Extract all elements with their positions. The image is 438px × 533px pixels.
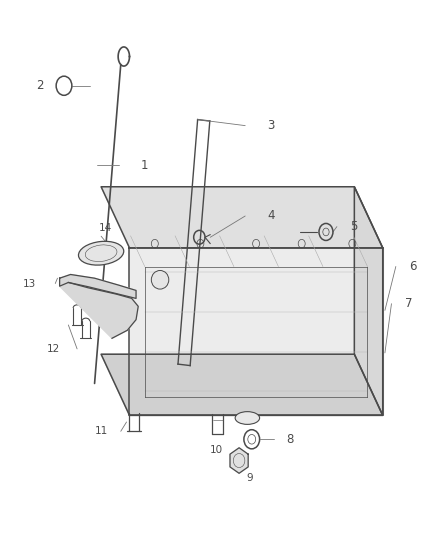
Polygon shape: [101, 354, 383, 415]
Ellipse shape: [151, 270, 169, 289]
Text: 8: 8: [287, 433, 294, 446]
Text: 13: 13: [22, 279, 35, 288]
Polygon shape: [60, 282, 138, 338]
Text: 9: 9: [246, 473, 253, 482]
Text: 6: 6: [409, 260, 417, 273]
Text: 11: 11: [95, 426, 108, 437]
Text: 12: 12: [46, 344, 60, 354]
Polygon shape: [101, 187, 383, 248]
Text: 14: 14: [99, 223, 112, 233]
Text: 5: 5: [350, 220, 357, 233]
Text: 3: 3: [267, 119, 274, 132]
Text: 2: 2: [36, 79, 44, 92]
Polygon shape: [60, 274, 136, 298]
Text: 1: 1: [141, 159, 148, 172]
Text: 7: 7: [405, 297, 412, 310]
Ellipse shape: [78, 241, 124, 265]
Polygon shape: [130, 248, 383, 415]
Polygon shape: [230, 448, 248, 473]
Ellipse shape: [235, 411, 260, 424]
Text: 4: 4: [267, 209, 275, 222]
Text: 10: 10: [210, 445, 223, 455]
Polygon shape: [354, 187, 383, 415]
